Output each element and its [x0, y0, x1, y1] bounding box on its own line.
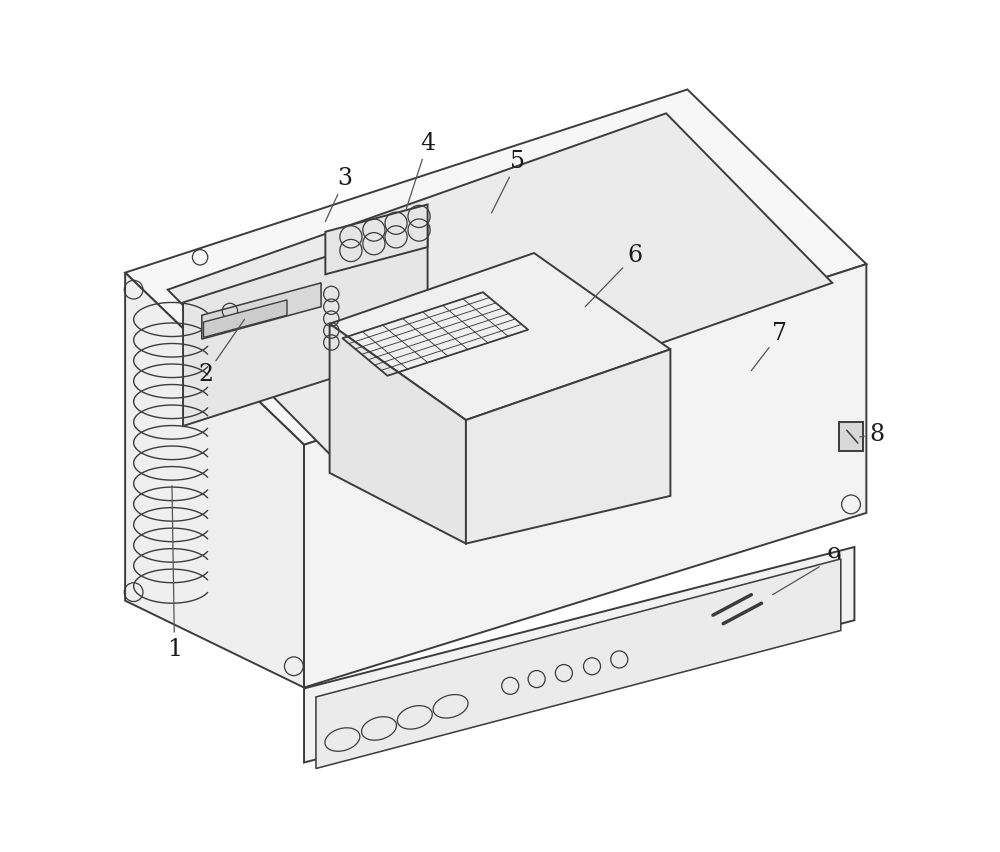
Polygon shape — [304, 264, 866, 688]
Polygon shape — [330, 324, 466, 544]
Text: 4: 4 — [420, 132, 435, 154]
Text: 3: 3 — [337, 168, 352, 190]
Polygon shape — [125, 89, 866, 445]
Text: 5: 5 — [510, 151, 525, 173]
Polygon shape — [316, 559, 841, 769]
Text: 2: 2 — [198, 364, 214, 386]
Polygon shape — [202, 283, 321, 339]
Text: 8: 8 — [869, 423, 884, 446]
Polygon shape — [125, 273, 304, 688]
Polygon shape — [183, 224, 428, 426]
Polygon shape — [304, 547, 854, 763]
Polygon shape — [330, 253, 670, 420]
Text: 6: 6 — [627, 245, 642, 267]
Polygon shape — [168, 113, 832, 458]
Polygon shape — [466, 349, 670, 544]
Polygon shape — [204, 300, 287, 337]
Text: 1: 1 — [167, 638, 182, 660]
Text: 9: 9 — [826, 547, 842, 569]
Text: 7: 7 — [772, 323, 787, 345]
Bar — [839, 422, 863, 451]
Polygon shape — [325, 204, 428, 274]
